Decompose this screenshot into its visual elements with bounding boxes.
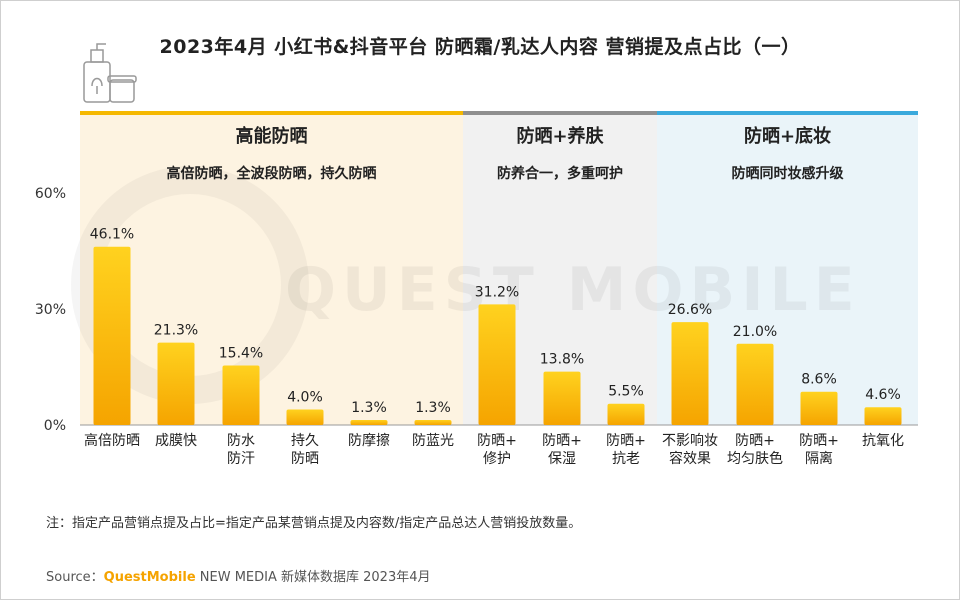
- category-label: 防晒: [291, 451, 319, 467]
- bar: [864, 407, 902, 425]
- category-label: 防蓝光: [412, 433, 454, 449]
- category-label: 修护: [483, 451, 511, 467]
- bar-value-label: 8.6%: [801, 372, 837, 388]
- source-rest: NEW MEDIA 新媒体数据库 2023年4月: [195, 570, 431, 585]
- bar-value-label: 15.4%: [219, 345, 263, 361]
- bar-value-label: 1.3%: [415, 400, 451, 416]
- group-subtitle: 高倍防晒，全波段防晒，持久防晒: [167, 165, 377, 182]
- category-label: 不影响妆: [662, 433, 718, 449]
- bar: [543, 371, 581, 425]
- group-title: 高能防晒: [236, 125, 308, 147]
- bar-value-label: 1.3%: [351, 400, 387, 416]
- category-label: 均匀肤色: [727, 450, 783, 467]
- source-line: Source：QuestMobile NEW MEDIA 新媒体数据库 2023…: [46, 566, 431, 585]
- bar: [607, 403, 645, 425]
- bar: [222, 365, 260, 425]
- group-title: 防晒+底妆: [744, 125, 831, 147]
- category-label: 容效果: [669, 450, 711, 467]
- category-label: 防晒+: [542, 433, 582, 449]
- bar-value-label: 26.6%: [668, 302, 712, 318]
- footnote: 注：指定产品营销点提及占比=指定产品某营销点提及内容数/指定产品总达人营销投放数…: [46, 516, 582, 531]
- group-top-line: [80, 111, 463, 115]
- jar-body: [109, 79, 135, 103]
- category-label: 防晒+: [735, 433, 775, 449]
- bottle-pump: [96, 43, 106, 50]
- bar-value-label: 4.0%: [287, 390, 323, 406]
- bar: [414, 419, 452, 425]
- bar: [736, 343, 774, 425]
- category-label: 防汗: [227, 451, 255, 467]
- category-label: 防水: [227, 433, 255, 449]
- bottle-neck: [90, 49, 104, 63]
- product-icon: [83, 43, 137, 103]
- bar: [800, 391, 838, 425]
- y-tick-label: 60%: [35, 186, 66, 202]
- group-top-line: [463, 111, 657, 115]
- bar: [93, 246, 131, 425]
- category-label: 抗氧化: [862, 433, 904, 449]
- bar-value-label: 21.3%: [154, 323, 198, 339]
- bar-value-label: 21.0%: [733, 324, 777, 340]
- bar: [157, 342, 195, 425]
- jar-lid: [107, 75, 137, 83]
- chart-title: 2023年4月 小红书&抖音平台 防晒霜/乳达人内容 营销提及点占比（一）: [159, 36, 801, 58]
- bar-value-label: 13.8%: [540, 352, 584, 368]
- group-top-line: [657, 111, 918, 115]
- category-label: 防晒+: [799, 433, 839, 449]
- bar-value-label: 31.2%: [475, 284, 519, 300]
- bottle-body: [83, 61, 111, 103]
- group-subtitle: 防养合一，多重呵护: [497, 165, 623, 182]
- leaf-mark: [91, 77, 103, 94]
- category-label: 保湿: [548, 451, 576, 467]
- bar-value-label: 46.1%: [90, 227, 134, 243]
- group-title: 防晒+养肤: [516, 125, 604, 147]
- category-label: 防摩擦: [348, 432, 390, 449]
- source-brand: QuestMobile: [103, 570, 196, 585]
- bar: [286, 409, 324, 425]
- category-label: 防晒+: [477, 433, 517, 449]
- group-subtitle: 防晒同时妆感升级: [732, 165, 845, 182]
- category-label: 抗老: [612, 451, 640, 467]
- category-label: 持久: [291, 433, 319, 449]
- y-tick-label: 30%: [35, 302, 66, 318]
- category-label: 高倍防晒: [84, 432, 140, 449]
- source-prefix: Source：: [46, 570, 104, 585]
- bar: [478, 304, 516, 425]
- bar: [671, 322, 709, 425]
- watermark-text: QUEST MOBILE: [285, 255, 861, 325]
- bar-value-label: 4.6%: [865, 387, 901, 403]
- bar: [350, 419, 388, 425]
- category-label: 隔离: [805, 450, 833, 467]
- category-label: 成膜快: [155, 433, 197, 449]
- y-tick-label: 0%: [44, 418, 66, 434]
- category-label: 防晒+: [606, 433, 646, 449]
- group-background: [80, 114, 463, 425]
- bar-value-label: 5.5%: [608, 384, 644, 400]
